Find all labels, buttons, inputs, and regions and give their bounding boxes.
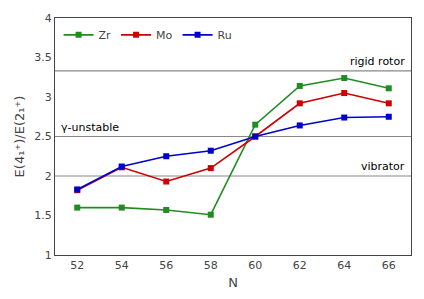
svg-text:1: 1: [45, 249, 52, 262]
svg-text:Mo: Mo: [156, 29, 172, 42]
svg-text:58: 58: [204, 259, 218, 272]
svg-text:N: N: [228, 275, 238, 290]
svg-text:3.5: 3.5: [34, 51, 52, 64]
svg-text:E(4₁⁺)/E(2₁⁺): E(4₁⁺)/E(2₁⁺): [12, 96, 27, 178]
svg-text:64: 64: [337, 259, 351, 272]
svg-text:Zr: Zr: [99, 29, 112, 42]
svg-text:Ru: Ru: [218, 29, 232, 42]
svg-text:56: 56: [159, 259, 173, 272]
svg-text:62: 62: [293, 259, 307, 272]
svg-text:4: 4: [45, 12, 52, 25]
svg-text:60: 60: [248, 259, 262, 272]
svg-text:vibrator: vibrator: [361, 160, 405, 173]
svg-text:3: 3: [45, 91, 52, 104]
svg-text:γ-unstable: γ-unstable: [61, 121, 119, 134]
svg-text:1.5: 1.5: [34, 209, 52, 222]
svg-text:rigid rotor: rigid rotor: [350, 55, 405, 68]
svg-text:66: 66: [382, 259, 396, 272]
svg-text:2.5: 2.5: [34, 130, 52, 143]
svg-text:54: 54: [115, 259, 129, 272]
svg-text:2: 2: [45, 170, 52, 183]
svg-text:52: 52: [70, 259, 84, 272]
